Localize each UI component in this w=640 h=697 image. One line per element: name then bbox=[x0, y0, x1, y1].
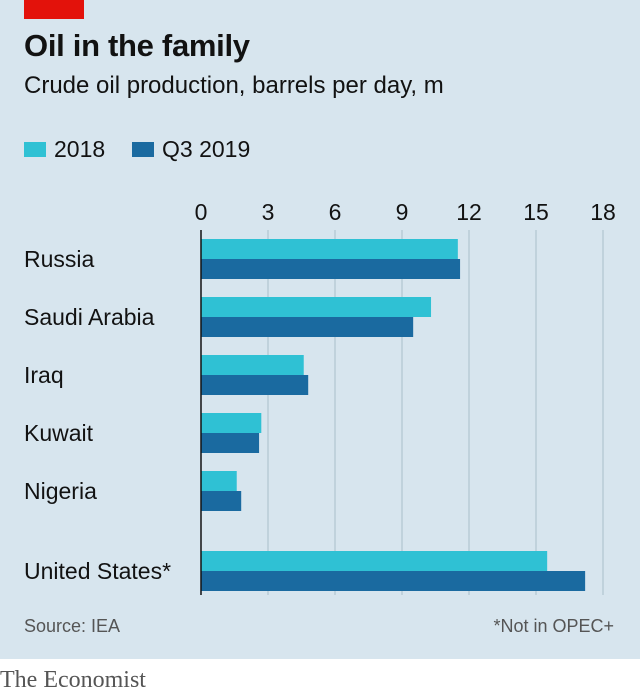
chart-panel: Oil in the family Crude oil production, … bbox=[0, 0, 640, 659]
bar-saudi-arabia-q3-2019 bbox=[201, 317, 414, 337]
category-label: United States* bbox=[24, 558, 171, 584]
legend-label-q3-2019: Q3 2019 bbox=[162, 135, 251, 162]
x-tick-label-3: 3 bbox=[262, 199, 275, 225]
category-label: Nigeria bbox=[24, 478, 97, 504]
legend-label-2018: 2018 bbox=[54, 135, 106, 162]
bar-chart: 0 3 6 9 12 15 18 Russia Saudi Arabia Iraq Kuwait Ni… bbox=[24, 199, 616, 595]
category-label: Saudi Arabia bbox=[24, 304, 155, 330]
chart-subtitle: Crude oil production, barrels per day, m bbox=[24, 72, 444, 99]
bar-kuwait-q3-2019 bbox=[201, 433, 260, 453]
bar-kuwait-2018 bbox=[201, 413, 262, 433]
x-tick-label-12: 12 bbox=[456, 199, 482, 225]
bar-nigeria-q3-2019 bbox=[201, 491, 242, 511]
x-tick-label-9: 9 bbox=[396, 199, 409, 225]
bar-united-states--2018 bbox=[201, 551, 548, 571]
legend-swatch-q3-2019 bbox=[132, 141, 154, 157]
bar-iraq-2018 bbox=[201, 355, 304, 375]
category-label: Iraq bbox=[24, 362, 64, 388]
legend-swatch-2018 bbox=[24, 141, 46, 157]
x-tick-label-0: 0 bbox=[195, 199, 208, 225]
footnote: *Not in OPEC+ bbox=[493, 616, 614, 636]
bar-saudi-arabia-2018 bbox=[201, 297, 432, 317]
chart-title: Oil in the family bbox=[24, 28, 250, 63]
bar-united-states--q3-2019 bbox=[201, 571, 586, 591]
x-tick-label-6: 6 bbox=[329, 199, 342, 225]
legend-item-2018: 2018 bbox=[24, 134, 105, 164]
legend-item-q3-2019: Q3 2019 bbox=[132, 134, 250, 164]
source-note: Source: IEA bbox=[24, 616, 121, 636]
bar-russia-q3-2019 bbox=[201, 259, 461, 279]
bar-russia-2018 bbox=[201, 239, 458, 259]
brand-tag bbox=[24, 0, 84, 19]
category-label: Russia bbox=[24, 246, 95, 272]
x-tick-label-18: 18 bbox=[590, 199, 616, 225]
x-tick-label-15: 15 bbox=[523, 199, 549, 225]
bar-iraq-q3-2019 bbox=[201, 375, 309, 395]
bar-nigeria-2018 bbox=[201, 471, 237, 491]
publisher-logo: The Economist bbox=[0, 667, 146, 693]
category-label: Kuwait bbox=[24, 420, 94, 446]
